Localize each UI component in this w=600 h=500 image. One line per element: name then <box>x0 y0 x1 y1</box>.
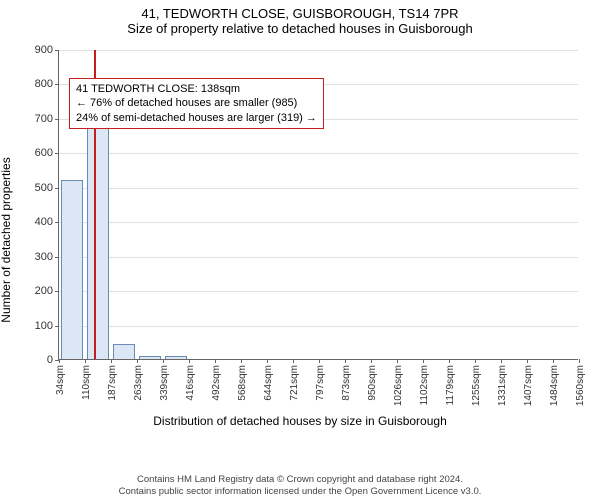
page-title-line1: 41, TEDWORTH CLOSE, GUISBOROUGH, TS14 7P… <box>0 6 600 21</box>
gridline <box>59 188 578 189</box>
x-tick-mark <box>371 359 372 363</box>
y-tick-label: 200 <box>35 285 59 297</box>
y-axis-label-text: Number of detached properties <box>0 157 13 322</box>
y-tick-label: 600 <box>35 147 59 159</box>
x-tick-mark <box>293 359 294 363</box>
x-tick-label: 950sqm <box>367 365 378 401</box>
x-tick-mark <box>553 359 554 363</box>
x-tick-label: 873sqm <box>341 365 352 401</box>
gridline <box>59 326 578 327</box>
annotation-box: 41 TEDWORTH CLOSE: 138sqm ← 76% of detac… <box>69 78 324 129</box>
histogram-bar <box>113 344 135 360</box>
y-tick-label: 500 <box>35 182 59 194</box>
annotation-line3: 24% of semi-detached houses are larger (… <box>76 111 317 125</box>
x-axis-label: Distribution of detached houses by size … <box>0 414 600 428</box>
annotation-line1: 41 TEDWORTH CLOSE: 138sqm <box>76 82 317 96</box>
chart-container: 41, TEDWORTH CLOSE, GUISBOROUGH, TS14 7P… <box>0 0 600 500</box>
y-tick-label: 700 <box>35 113 59 125</box>
x-tick-mark <box>189 359 190 363</box>
x-tick-label: 568sqm <box>237 365 248 401</box>
x-tick-label: 339sqm <box>159 365 170 401</box>
gridline <box>59 257 578 258</box>
y-tick-label: 900 <box>35 44 59 56</box>
gridline <box>59 222 578 223</box>
histogram-bar <box>61 180 83 359</box>
x-tick-mark <box>163 359 164 363</box>
y-tick-label: 100 <box>35 320 59 332</box>
x-tick-label: 721sqm <box>289 365 300 401</box>
x-tick-mark <box>501 359 502 363</box>
histogram-bar <box>139 356 161 359</box>
x-tick-label: 1179sqm <box>445 365 456 405</box>
x-tick-label: 1331sqm <box>497 365 508 406</box>
copyright-block: Contains HM Land Registry data © Crown c… <box>0 474 600 498</box>
copyright-line2: Contains public sector information licen… <box>0 486 600 498</box>
x-tick-label: 1560sqm <box>575 365 586 406</box>
x-tick-mark <box>215 359 216 363</box>
annotation-line2: ← 76% of detached houses are smaller (98… <box>76 96 317 110</box>
x-tick-mark <box>397 359 398 363</box>
gridline <box>59 291 578 292</box>
x-tick-label: 187sqm <box>107 365 118 401</box>
gridline <box>59 50 578 51</box>
page-title-line2: Size of property relative to detached ho… <box>0 21 600 36</box>
x-tick-mark <box>59 359 60 363</box>
x-tick-mark <box>475 359 476 363</box>
plot-area: 010020030040050060070080090034sqm110sqm1… <box>58 50 578 360</box>
x-tick-mark <box>241 359 242 363</box>
x-tick-mark <box>111 359 112 363</box>
title-block: 41, TEDWORTH CLOSE, GUISBOROUGH, TS14 7P… <box>0 0 600 36</box>
x-tick-mark <box>449 359 450 363</box>
x-tick-mark <box>345 359 346 363</box>
x-tick-label: 1407sqm <box>523 365 534 406</box>
y-tick-label: 400 <box>35 216 59 228</box>
y-tick-label: 800 <box>35 78 59 90</box>
x-tick-label: 644sqm <box>263 365 274 401</box>
copyright-line1: Contains HM Land Registry data © Crown c… <box>0 474 600 486</box>
histogram-bar <box>87 106 109 359</box>
x-tick-label: 1102sqm <box>419 365 430 405</box>
x-tick-label: 797sqm <box>315 365 326 401</box>
histogram-bar <box>165 356 187 359</box>
x-tick-label: 1484sqm <box>549 365 560 406</box>
x-tick-label: 492sqm <box>211 365 222 401</box>
x-tick-mark <box>85 359 86 363</box>
x-tick-mark <box>527 359 528 363</box>
x-tick-mark <box>267 359 268 363</box>
x-tick-label: 263sqm <box>133 365 144 401</box>
x-tick-mark <box>137 359 138 363</box>
gridline <box>59 153 578 154</box>
x-tick-label: 1026sqm <box>393 365 404 406</box>
x-tick-mark <box>423 359 424 363</box>
x-tick-label: 1255sqm <box>471 365 482 406</box>
y-tick-label: 300 <box>35 251 59 263</box>
x-tick-mark <box>319 359 320 363</box>
x-tick-label: 416sqm <box>185 365 196 401</box>
chart-area: Number of detached properties 0100200300… <box>0 40 600 440</box>
x-tick-label: 110sqm <box>81 365 92 400</box>
x-tick-label: 34sqm <box>55 365 66 395</box>
x-tick-mark <box>579 359 580 363</box>
